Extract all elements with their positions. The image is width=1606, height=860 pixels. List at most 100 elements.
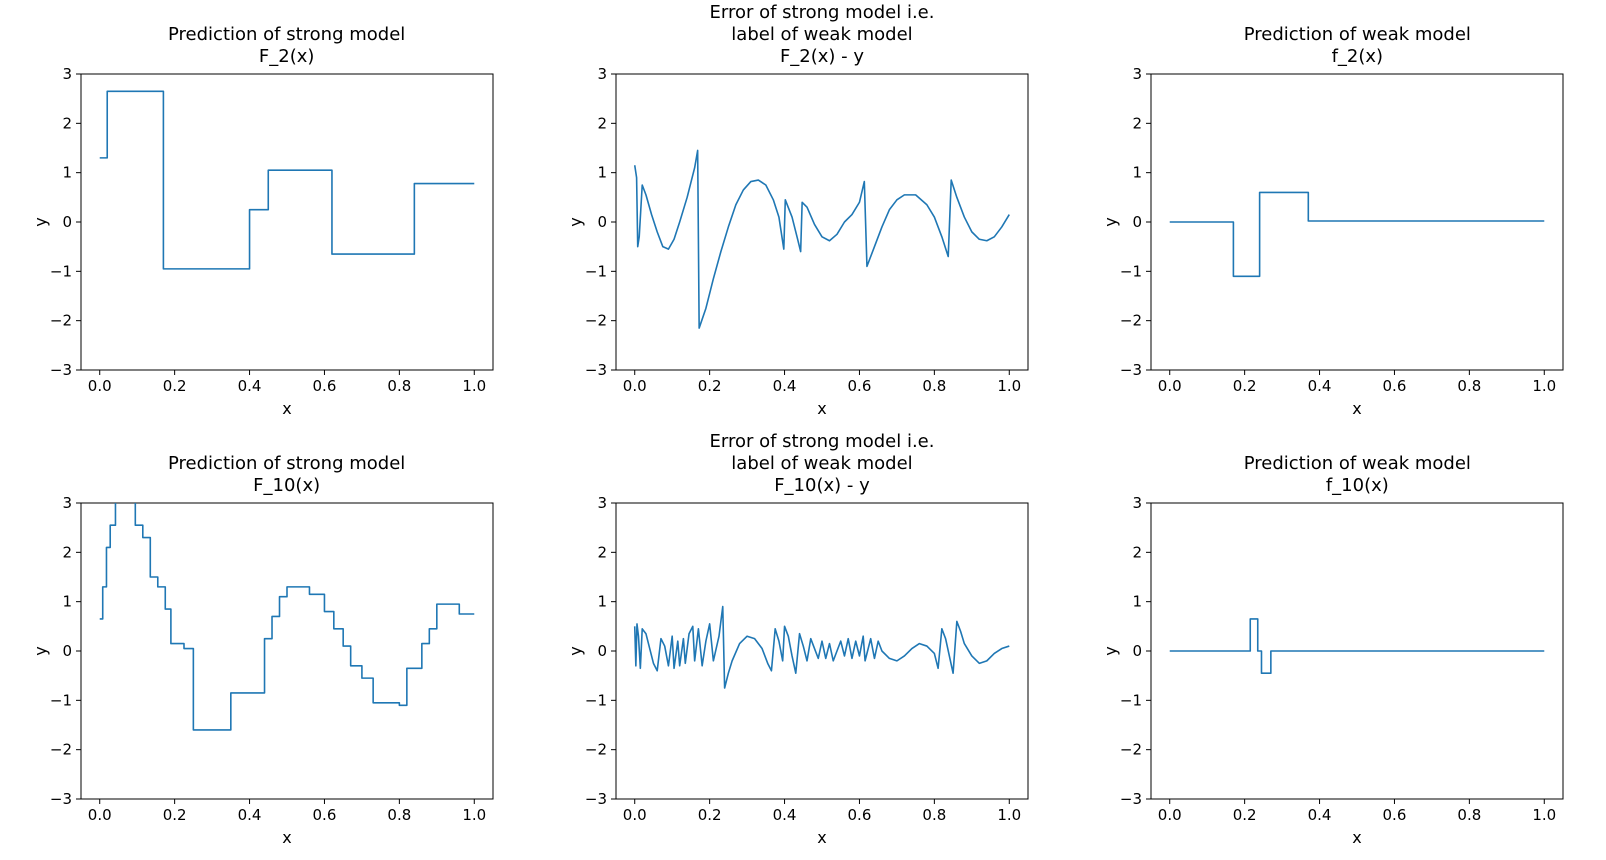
- y-tick-label: 2: [62, 114, 72, 132]
- axes-box: [80, 502, 494, 800]
- data-line: [633, 149, 1010, 329]
- y-tick-label: 0: [62, 642, 72, 660]
- x-tick-label: 0.4: [237, 806, 261, 824]
- x-tick-label: 0.0: [87, 377, 111, 395]
- plot-canvas: 0.0 0.2 0.4 0.6 0.8 1.0 −3 −2 −1 0 1 2 3 x y: [33, 68, 494, 418]
- subplot-f10-strong: Prediction of strong model F_10(x) 0.0 0.…: [0, 431, 535, 860]
- x-tick-label: 0.4: [1308, 377, 1332, 395]
- x-axis-label: x: [1353, 828, 1362, 847]
- y-tick-label: 1: [1133, 593, 1143, 611]
- y-tick-label: −1: [585, 691, 607, 709]
- subplot-f2-strong: Prediction of strong model F_2(x) 0.0 0.2…: [0, 2, 535, 431]
- x-tick-label: 0.6: [312, 806, 336, 824]
- x-tick-label: 0.2: [162, 806, 186, 824]
- y-tick-label: 2: [597, 114, 607, 132]
- y-tick-label: 0: [1133, 642, 1143, 660]
- x-tick-label: 0.6: [1383, 377, 1407, 395]
- title-line: label of weak model: [731, 453, 913, 475]
- x-tick-label: 0.0: [1158, 377, 1182, 395]
- x-tick-label: 0.4: [237, 377, 261, 395]
- y-tick-label: 2: [62, 543, 72, 561]
- y-tick-label: −3: [50, 790, 72, 808]
- y-tick-label: 1: [1133, 164, 1143, 182]
- y-tick-label: −1: [1120, 691, 1142, 709]
- title-line: Error of strong model i.e.: [709, 431, 935, 453]
- x-axis-label: x: [817, 399, 826, 418]
- subplot-title: Prediction of weak model f_2(x): [1244, 2, 1471, 68]
- x-tick-label: 0.4: [1308, 806, 1332, 824]
- plot-canvas: 0.0 0.2 0.4 0.6 0.8 1.0 −3 −2 −1 0 1 2 3 x y: [1103, 68, 1564, 418]
- data-line: [99, 503, 474, 731]
- y-tick-label: −2: [585, 741, 607, 759]
- x-tick-label: 0.0: [623, 806, 647, 824]
- x-tick-label: 1.0: [997, 377, 1021, 395]
- y-axis-label: y: [568, 646, 585, 655]
- y-tick-label: −1: [585, 262, 607, 280]
- y-tick-label: 0: [62, 213, 72, 231]
- title-line: label of weak model: [731, 24, 913, 46]
- y-tick-label: −2: [1120, 312, 1142, 330]
- y-tick-label: 1: [62, 593, 72, 611]
- x-tick-label: 0.8: [387, 806, 411, 824]
- x-tick-label: 1.0: [1533, 377, 1557, 395]
- y-tick-label: 3: [597, 68, 607, 83]
- x-tick-label: 0.4: [773, 377, 797, 395]
- y-tick-label: −2: [585, 312, 607, 330]
- x-tick-label: 0.6: [848, 377, 872, 395]
- title-line: Error of strong model i.e.: [709, 2, 935, 24]
- x-tick-label: 0.8: [1458, 806, 1482, 824]
- subplot-f2-error: Error of strong model i.e. label of weak…: [535, 2, 1070, 431]
- y-tick-label: −1: [50, 691, 72, 709]
- y-tick-label: −3: [1120, 790, 1142, 808]
- plot-canvas: 0.0 0.2 0.4 0.6 0.8 1.0 −3 −2 −1 0 1 2 3 x y: [568, 497, 1029, 847]
- y-tick-label: −3: [585, 790, 607, 808]
- y-tick-label: 2: [1133, 114, 1143, 132]
- x-tick-label: 0.2: [1233, 806, 1257, 824]
- data-line: [633, 605, 1010, 689]
- data-line: [1170, 191, 1545, 278]
- subplot-title: Prediction of weak model f_10(x): [1244, 431, 1471, 497]
- title-line: F_10(x): [253, 475, 321, 497]
- y-axis-label: y: [1103, 646, 1120, 655]
- plot-canvas: 0.0 0.2 0.4 0.6 0.8 1.0 −3 −2 −1 0 1 2 3 x y: [33, 497, 494, 847]
- y-tick-label: 0: [597, 213, 607, 231]
- y-tick-label: 0: [1133, 213, 1143, 231]
- y-tick-label: −1: [1120, 262, 1142, 280]
- y-tick-label: −3: [50, 361, 72, 379]
- subplot-title: Error of strong model i.e. label of weak…: [710, 2, 935, 68]
- x-tick-label: 0.8: [387, 377, 411, 395]
- x-axis-label: x: [282, 399, 291, 418]
- y-tick-label: 2: [1133, 543, 1143, 561]
- y-tick-label: 3: [62, 68, 72, 83]
- y-tick-label: −3: [585, 361, 607, 379]
- y-axis-label: y: [33, 646, 50, 655]
- y-tick-label: 1: [597, 164, 607, 182]
- title-line: F_2(x) - y: [779, 46, 865, 68]
- y-tick-label: 3: [597, 497, 607, 512]
- x-tick-label: 0.0: [623, 377, 647, 395]
- y-tick-label: 1: [62, 164, 72, 182]
- title-line: f_10(x): [1325, 475, 1389, 497]
- x-axis-label: x: [817, 828, 826, 847]
- x-tick-label: 1.0: [462, 377, 486, 395]
- x-tick-label: 0.6: [312, 377, 336, 395]
- subplot-title: Prediction of strong model F_10(x): [168, 431, 405, 497]
- y-tick-label: −2: [50, 312, 72, 330]
- subplot-f2-weak: Prediction of weak model f_2(x) 0.0 0.2 0.…: [1071, 2, 1606, 431]
- title-line: Prediction of weak model: [1243, 453, 1471, 475]
- x-tick-label: 0.2: [698, 377, 722, 395]
- x-axis-label: x: [1353, 399, 1362, 418]
- x-tick-label: 1.0: [1533, 806, 1557, 824]
- y-tick-label: 3: [1133, 497, 1143, 512]
- x-tick-label: 0.8: [1458, 377, 1482, 395]
- y-tick-label: 1: [597, 593, 607, 611]
- y-tick-label: −2: [1120, 741, 1142, 759]
- x-tick-label: 0.0: [87, 806, 111, 824]
- x-tick-label: 0.6: [848, 806, 872, 824]
- x-tick-label: 0.0: [1158, 806, 1182, 824]
- y-axis-label: y: [33, 217, 50, 226]
- y-axis-label: y: [1103, 217, 1120, 226]
- x-tick-label: 0.2: [1233, 377, 1257, 395]
- x-tick-label: 1.0: [997, 806, 1021, 824]
- x-tick-label: 0.4: [773, 806, 797, 824]
